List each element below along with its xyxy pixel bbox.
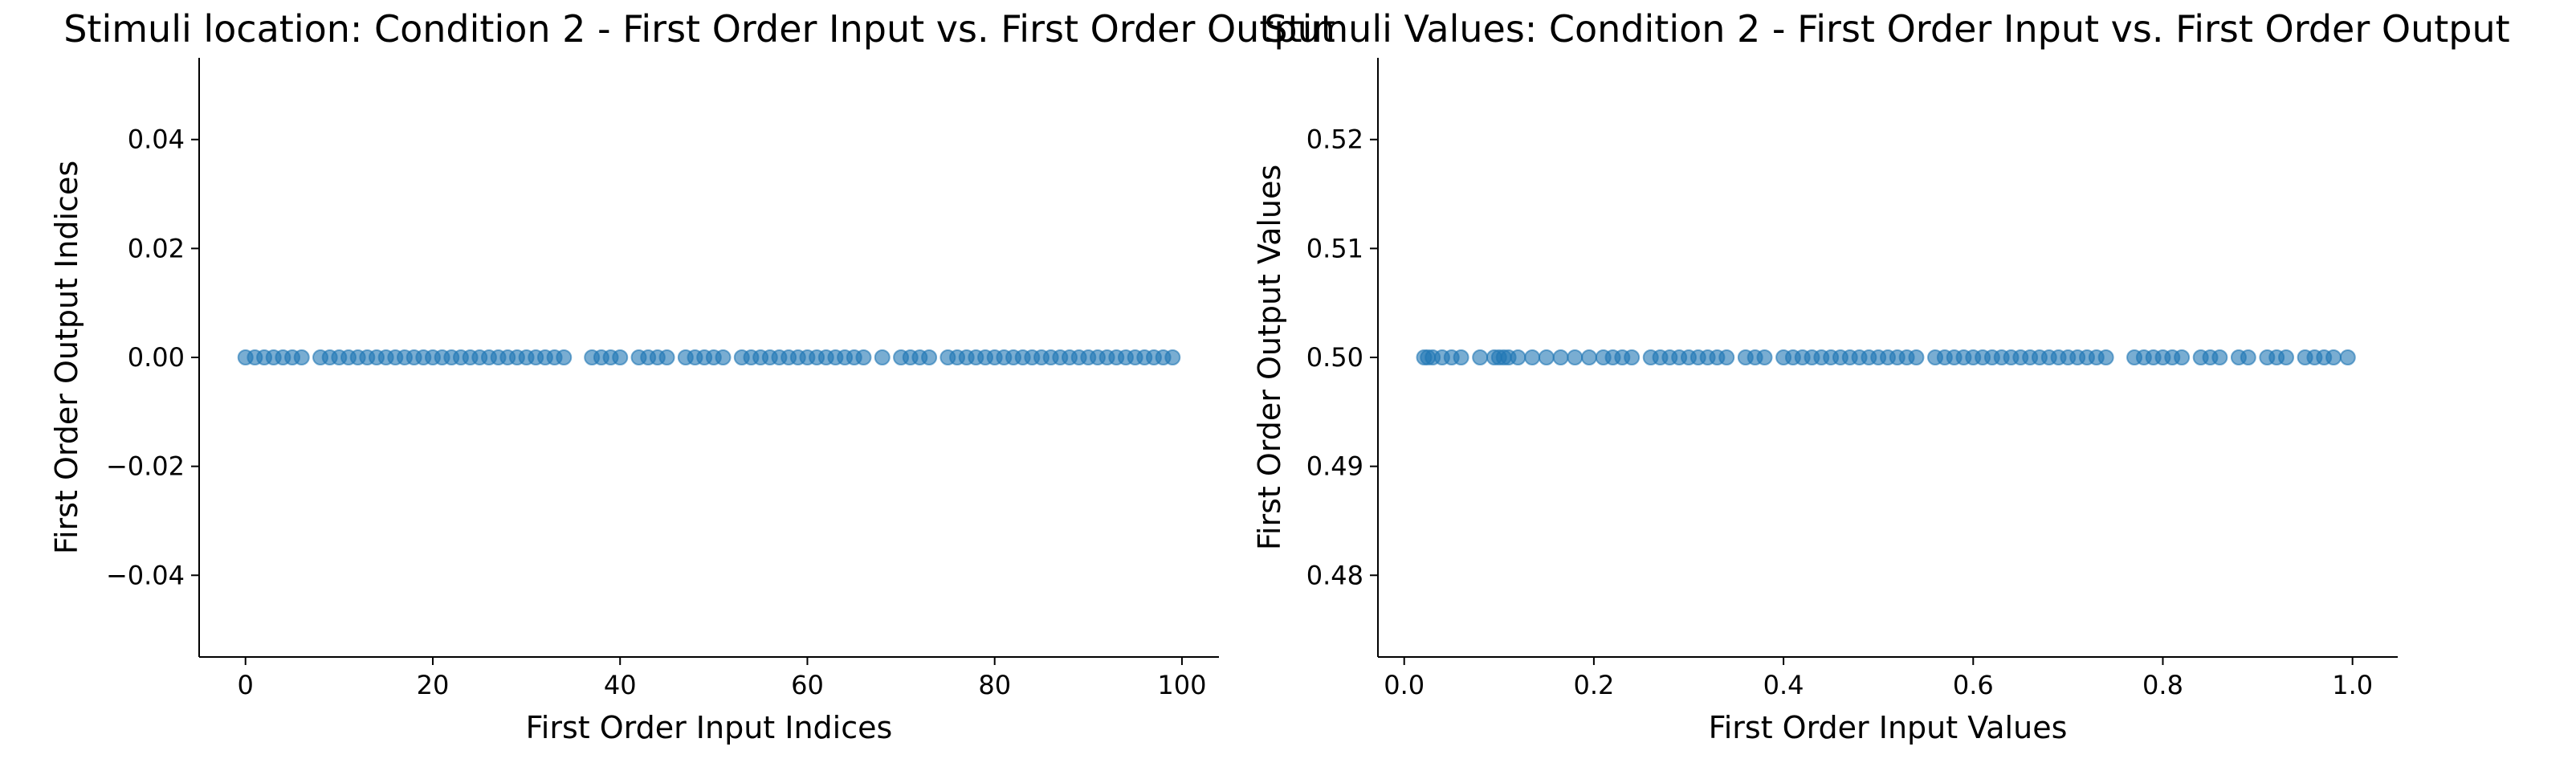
chart-right-data-point [1538,349,1555,365]
chart-left-points [237,349,1181,365]
chart-right-data-point [2278,349,2295,365]
chart-right-data-point [1908,349,1925,365]
chart-right-ticks: 0.0 0.2 0.4 0.6 0.8 1.0 0.48 0.49 0.50 0.51 0.52 [1306,124,2373,700]
chart-right-points [1416,349,2356,365]
chart-left-ytick-label: 0.04 [128,124,185,155]
chart-right-data-point [1524,349,1541,365]
chart-left-ytick-label: −0.02 [106,451,185,482]
chart-right-ytick-label: 0.50 [1306,342,1363,373]
chart-left-data-point [293,349,310,365]
chart-right-data-point [2339,349,2356,365]
chart-right-xtick-label: 0.4 [1763,670,1804,700]
chart-right-ytick-label: 0.49 [1306,451,1363,482]
chart-left-xtick-label: 100 [1157,670,1206,700]
chart-right-xtick-label: 0.8 [2142,670,2183,700]
chart-right-data-point [1453,349,1469,365]
chart-left-ylabel: First Order Output Indices [49,161,84,554]
chart-left-data-point [1164,349,1181,365]
chart-right-xtick-label: 0.6 [1953,670,1994,700]
chart-right-data-point [1510,349,1526,365]
chart-right-data-point [1552,349,1569,365]
chart-right-data-point [1624,349,1641,365]
chart-right-title: Stimuli Values: Condition 2 - First Orde… [1264,7,2509,51]
chart-right-ytick-label: 0.51 [1306,233,1363,263]
chart-right-ytick-label: 0.48 [1306,560,1363,590]
chart-right-xlabel: First Order Input Values [1709,710,2068,745]
chart-right-data-point [1718,349,1735,365]
chart-right-ytick-label: 0.52 [1306,124,1363,155]
chart-right-ylabel: First Order Output Values [1252,165,1287,550]
chart-left-xtick-label: 60 [791,670,824,700]
chart-right-data-point [2240,349,2256,365]
chart-left-ytick-label: −0.04 [106,560,185,590]
chart-left-data-point [658,349,675,365]
chart-right-data-point [1567,349,1584,365]
chart-left: Stimuli location: Condition 2 - First Or… [49,7,1335,745]
chart-right-data-point [2097,349,2114,365]
chart-left-data-point [855,349,872,365]
chart-left-xtick-label: 20 [417,670,450,700]
chart-left-xtick-label: 80 [978,670,1011,700]
chart-right-data-point [1756,349,1773,365]
chart-left-xtick-label: 0 [238,670,254,700]
chart-left-data-point [612,349,629,365]
chart-right: Stimuli Values: Condition 2 - First Orde… [1252,7,2510,745]
chart-right-data-point [1580,349,1597,365]
chart-left-ytick-label: 0.00 [128,342,185,373]
chart-left-title: Stimuli location: Condition 2 - First Or… [63,7,1335,51]
chart-left-xlabel: First Order Input Indices [526,710,893,745]
chart-left-xtick-label: 40 [604,670,637,700]
chart-right-xtick-label: 0.0 [1384,670,1425,700]
chart-right-data-point [2174,349,2191,365]
chart-left-data-point [874,349,891,365]
chart-left-data-point [556,349,573,365]
chart-right-data-point [2325,349,2342,365]
chart-right-xtick-label: 0.2 [1573,670,1614,700]
chart-right-data-point [2211,349,2228,365]
chart-right-xtick-label: 1.0 [2332,670,2373,700]
chart-left-ytick-label: 0.02 [128,233,185,263]
chart-left-ticks: 0 20 40 60 80 100 −0.04 −0.02 0.00 0.02 0.04 [106,124,1207,700]
chart-left-data-point [921,349,938,365]
chart-left-data-point [715,349,732,365]
chart-right-data-point [1472,349,1489,365]
